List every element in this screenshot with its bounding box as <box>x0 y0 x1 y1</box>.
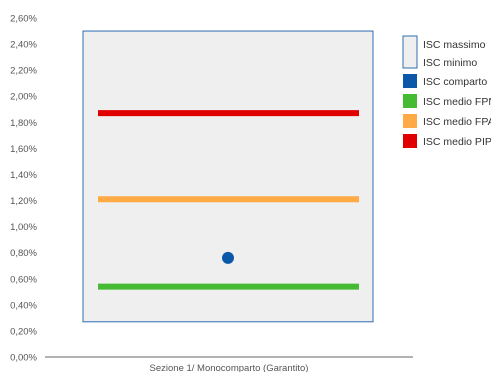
y-tick-label: 0,20% <box>10 326 37 337</box>
y-tick-label: 1,80% <box>10 118 37 129</box>
legend-swatch <box>403 74 417 88</box>
y-tick-label: 0,40% <box>10 300 37 311</box>
y-axis: 0,00% 0,20% 0,40% 0,60% 0,80% 1,00% 1,20% 1,40%… <box>10 14 37 364</box>
legend-label: ISC medio FPN <box>423 96 491 108</box>
y-tick-label: 0,00% <box>10 353 37 364</box>
y-tick-label: 2,40% <box>10 40 37 51</box>
legend-swatch <box>403 114 417 128</box>
y-tick-label: 1,20% <box>10 196 37 207</box>
y-tick-label: 0,80% <box>10 248 37 259</box>
reference-lines <box>98 110 359 290</box>
legend-label: ISC medio FPA <box>423 116 491 128</box>
y-tick-label: 1,00% <box>10 222 37 233</box>
legend-label: ISC comparto <box>423 76 487 88</box>
category-label: Sezione 1/ Monocomparto (Garantito) <box>150 363 309 372</box>
y-tick-label: 2,00% <box>10 92 37 103</box>
legend-label-isc-minimo: ISC minimo <box>423 57 477 69</box>
y-tick-label: 1,40% <box>10 170 37 181</box>
isc-comparto-point <box>222 251 234 264</box>
legend-swatch <box>403 94 417 108</box>
legend-label: ISC medio PIP <box>423 136 491 148</box>
legend-swatch <box>403 134 417 148</box>
y-tick-label: 2,20% <box>10 66 37 77</box>
legend-label-isc-massimo: ISC massimo <box>423 39 486 51</box>
legend-swatch-range <box>402 35 418 69</box>
y-tick-label: 1,60% <box>10 144 37 155</box>
legend: ISC massimo ISC minimo ISC comparto ISC med… <box>402 35 491 148</box>
range-box <box>82 30 374 323</box>
y-tick-label: 2,60% <box>10 14 37 25</box>
y-tick-label: 0,60% <box>10 274 37 285</box>
